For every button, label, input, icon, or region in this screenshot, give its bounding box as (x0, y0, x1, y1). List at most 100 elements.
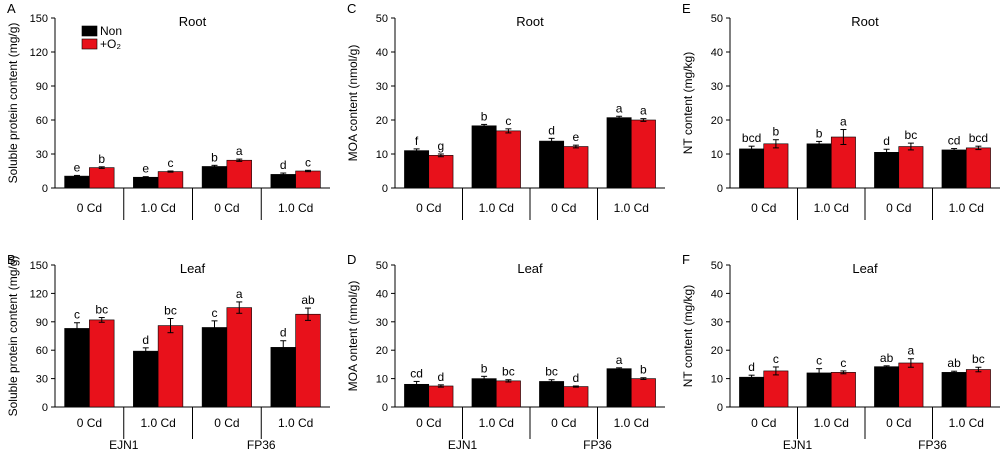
cultivar-label: EJN1 (783, 438, 813, 452)
bar-non (941, 372, 967, 408)
significance-letter: bc (545, 365, 558, 379)
y-tick-label: 120 (30, 288, 48, 300)
category-label: 0 Cd (416, 201, 441, 215)
bar-non (133, 350, 159, 408)
bar-non (739, 148, 765, 189)
y-tick-label: 50 (376, 260, 388, 272)
significance-letter: e (142, 162, 149, 176)
significance-letter: a (640, 104, 647, 118)
significance-letter: c (816, 354, 822, 368)
significance-letter: g (438, 139, 445, 153)
category-label: 0 Cd (751, 416, 776, 430)
y-axis-label: NT content (mg/kg) (681, 52, 695, 154)
bar-o2 (428, 385, 454, 408)
bar-non (404, 150, 430, 189)
y-tick-label: 10 (711, 149, 723, 161)
significance-letter: c (505, 114, 511, 128)
bar-non (606, 368, 632, 408)
bar-non (201, 166, 228, 189)
category-label: 1.0 Cd (278, 201, 313, 215)
y-tick-label: 60 (36, 115, 48, 127)
y-tick-label: 10 (376, 374, 388, 386)
y-axis-label: MOA ontent (nmol/g) (346, 281, 360, 392)
y-tick-label: 20 (376, 345, 388, 357)
panel-title: Root (516, 14, 544, 29)
category-label: 0 Cd (214, 201, 239, 215)
significance-letter: d (142, 333, 149, 347)
panel-letter: A (7, 1, 16, 16)
panels: A Root Soluble protein content (mg/g) 0 30 60… (6, 1, 1000, 439)
y-tick-label: 0 (42, 402, 48, 414)
category-label: 0 Cd (751, 201, 776, 215)
bar-o2 (965, 369, 991, 408)
panel-letter: E (682, 1, 691, 16)
bar-non (64, 175, 90, 189)
y-tick-label: 30 (36, 149, 48, 161)
panel-title: Leaf (180, 261, 206, 276)
category-label: 0 Cd (551, 201, 576, 215)
y-tick-label: 30 (36, 374, 48, 386)
y-tick-label: 50 (711, 260, 723, 272)
significance-letter: bc (905, 128, 918, 142)
significance-letter: bc (972, 352, 985, 366)
significance-letter: ab (301, 293, 315, 307)
y-tick-label: 90 (36, 81, 48, 93)
y-axis-label: Soluble protein content (mg/g) (6, 256, 20, 417)
category-label: 1.0 Cd (949, 416, 984, 430)
panel-d: D Leaf MOA ontent (nmol/g) 0 10 20 30 40 50 cd d 0 … (346, 252, 665, 439)
significance-letter: a (616, 101, 623, 115)
bar-o2 (89, 167, 115, 189)
category-label: 0 Cd (886, 201, 911, 215)
bar-non (404, 383, 430, 408)
y-tick-label: 50 (711, 13, 723, 25)
significance-letter: a (840, 115, 847, 129)
bar-non (941, 149, 967, 189)
panel-c: C Root MOA content (nmol/g) 0 10 20 30 40 50 f g 0 … (346, 1, 665, 220)
bar-o2 (630, 119, 656, 189)
bar-non (539, 140, 565, 189)
significance-letter: a (908, 344, 915, 358)
significance-letter: c (305, 155, 311, 169)
bar-o2 (495, 380, 521, 408)
bar-non (270, 174, 296, 189)
significance-letter: bcd (742, 131, 761, 145)
category-label: 0 Cd (214, 416, 239, 430)
category-label: 0 Cd (77, 201, 102, 215)
legend-label: Non (100, 24, 122, 38)
category-label: 1.0 Cd (140, 201, 175, 215)
category-label: 1.0 Cd (140, 416, 175, 430)
cultivar-label: EJN1 (109, 438, 139, 452)
panel-title: Root (851, 14, 879, 29)
category-label: 1.0 Cd (479, 201, 514, 215)
y-tick-label: 0 (717, 402, 723, 414)
y-tick-label: 50 (376, 13, 388, 25)
significance-letter: d (280, 326, 287, 340)
significance-letter: d (280, 158, 287, 172)
significance-letter: ab (947, 356, 961, 370)
bar-o2 (965, 147, 991, 189)
significance-letter: e (74, 160, 81, 174)
panel-letter: F (682, 252, 690, 267)
legend-swatch (81, 25, 98, 37)
bar-o2 (563, 146, 589, 189)
bar-o2 (898, 362, 924, 408)
panel-title: Leaf (517, 261, 543, 276)
significance-letter: cd (410, 366, 423, 380)
significance-letter: a (236, 287, 243, 301)
bar-o2 (89, 319, 115, 408)
y-tick-label: 20 (376, 115, 388, 127)
significance-letter: d (883, 134, 890, 148)
bar-o2 (763, 143, 789, 189)
cultivar-labels: EJN1 FP36 EJN1 FP36 EJN1 FP36 (109, 438, 947, 452)
significance-letter: c (168, 156, 174, 170)
y-tick-label: 30 (376, 81, 388, 93)
significance-letter: a (616, 353, 623, 367)
y-tick-label: 10 (376, 149, 388, 161)
significance-letter: b (773, 125, 780, 139)
significance-letter: b (816, 126, 823, 140)
cultivar-label: FP36 (583, 438, 612, 452)
cultivar-label: FP36 (247, 438, 276, 452)
category-label: 1.0 Cd (949, 201, 984, 215)
